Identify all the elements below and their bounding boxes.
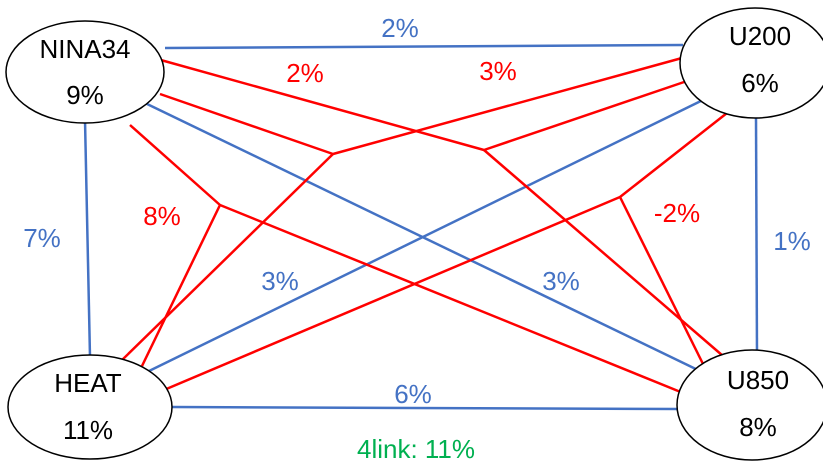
- triple-link-nina34-heat-u850: [129, 124, 689, 397]
- edge-u200-u850: [754, 117, 759, 356]
- label-triple-2: 3%: [479, 56, 517, 86]
- triple-link-nina34-u200-heat: [159, 56, 683, 156]
- triple-link-nina34-u200-u850: [149, 55, 691, 152]
- node-u200-name: U200: [729, 21, 791, 51]
- triple-link-labels: 2% 3% 8% -2%: [143, 56, 700, 231]
- triple-links: [119, 55, 731, 397]
- node-heat-name: HEAT: [54, 368, 122, 398]
- node-nina34: NINA34 9%: [5, 20, 165, 124]
- triple-link-nina34-u200-u850-branch: [483, 149, 731, 363]
- node-u850-shape: [676, 349, 823, 461]
- label-heat-u200: 3%: [261, 266, 299, 296]
- edge-nina34-heat: [83, 119, 92, 358]
- triple-link-u200-heat-u850: [163, 112, 728, 392]
- label-heat-u850: 6%: [394, 379, 432, 409]
- node-nina34-shape: [5, 20, 165, 124]
- node-heat-value: 11%: [63, 415, 113, 445]
- label-nina34-heat: 7%: [23, 223, 61, 253]
- node-u850-value: 8%: [739, 412, 777, 442]
- label-triple-3: 8%: [143, 201, 181, 231]
- node-heat: HEAT 11%: [7, 354, 173, 460]
- label-nina34-u200: 2%: [381, 13, 419, 43]
- label-nina34-u850: 3%: [542, 266, 580, 296]
- label-u200-u850: 1%: [773, 226, 811, 256]
- node-u850-name: U850: [727, 365, 789, 395]
- edge-heat-u200: [146, 96, 708, 374]
- triple-link-nina34-heat-u850-branch: [140, 204, 222, 367]
- edge-heat-u850: [171, 405, 681, 411]
- label-triple-1: 2%: [286, 58, 324, 88]
- node-nina34-value: 9%: [66, 80, 104, 110]
- node-u200-shape: [679, 7, 823, 119]
- edge-nina34-u200: [164, 43, 684, 50]
- node-nina34-name: NINA34: [39, 34, 130, 64]
- node-u200-value: 6%: [741, 68, 779, 98]
- four-link-total: 4link: 11%: [357, 434, 475, 464]
- edge-nina34-u850: [144, 101, 703, 374]
- pair-link-labels: 2% 7% 1% 6% 3% 3%: [23, 13, 811, 409]
- node-u850: U850 8%: [676, 349, 823, 461]
- triple-link-u200-heat-u850-branch: [618, 196, 709, 373]
- pair-links: [83, 43, 759, 411]
- node-u200: U200 6%: [679, 7, 823, 119]
- triple-link-nina34-u200-heat-branch: [119, 153, 334, 363]
- label-triple-4: -2%: [654, 198, 700, 228]
- node-heat-shape: [7, 354, 173, 460]
